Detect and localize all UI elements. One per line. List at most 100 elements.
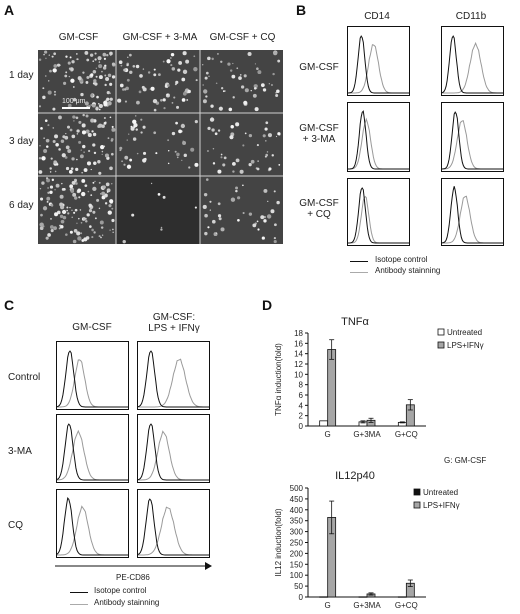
micrograph-grid (38, 50, 283, 244)
micrograph-cell (54, 134, 59, 139)
micrograph-cell (273, 239, 277, 244)
micrograph-cell (69, 230, 73, 234)
micrograph-cell (82, 71, 85, 74)
micrograph-cell (62, 215, 67, 220)
micrograph-cell (208, 75, 210, 78)
micrograph-cell (256, 144, 259, 147)
micrograph-cell (98, 103, 103, 109)
micrograph-cell (84, 51, 89, 55)
micrograph-cell (101, 150, 104, 153)
micrograph-cell (202, 84, 204, 86)
micrograph-cell (160, 99, 163, 102)
micrograph-tile (200, 176, 283, 244)
micrograph-cell (162, 60, 165, 63)
micrograph-cell (135, 64, 140, 69)
micrograph-cell (244, 132, 247, 135)
micrograph-cell (126, 78, 130, 82)
micrograph-cell (124, 100, 128, 103)
micrograph-cell (79, 209, 82, 211)
micrograph-cell (49, 190, 53, 194)
micrograph-cell (103, 193, 108, 198)
micrograph-cell (66, 125, 71, 129)
micrograph-cell (58, 115, 62, 120)
micrograph-cell (110, 152, 114, 156)
micrograph-cell (72, 115, 76, 119)
micrograph-cell (224, 90, 226, 92)
panel-b-row-label: GM-CSF (299, 62, 339, 73)
micrograph-cell (85, 129, 90, 134)
micrograph-cell (202, 64, 204, 66)
micrograph-cell (42, 206, 48, 211)
micrograph-cell (49, 185, 54, 189)
micrograph-cell (262, 134, 266, 138)
micrograph-cell (136, 100, 140, 105)
legend-b-isotype-label: Isotope control (375, 255, 428, 264)
isotype-curve (442, 186, 503, 244)
micrograph-cell (109, 199, 114, 204)
legend-label: Untreated (447, 328, 482, 337)
micrograph-cell (181, 98, 186, 102)
micrograph-cell (218, 217, 222, 221)
antibody-curve (442, 41, 503, 94)
isotype-curve (138, 423, 209, 481)
micrograph-cell (176, 156, 179, 159)
micrograph-cell (71, 216, 73, 218)
micrograph-cell (217, 214, 222, 218)
micrograph-cell (120, 64, 123, 67)
micrograph-cell (178, 129, 182, 134)
micrograph-cell (206, 149, 209, 153)
micrograph-cell (155, 152, 158, 155)
micrograph-cell (92, 60, 95, 62)
micrograph-cell (49, 171, 52, 173)
micrograph-cell (54, 170, 57, 173)
micrograph-cell (135, 115, 137, 117)
micrograph-cell (59, 194, 64, 199)
panel-b-row-label: GM-CSF + CQ (299, 198, 339, 220)
micrograph-cell (142, 151, 147, 155)
micrograph-cell (185, 59, 190, 64)
micrograph-cell (86, 75, 90, 79)
micrograph-cell (166, 93, 169, 96)
micrograph-cell (58, 227, 61, 230)
micrograph-cell (127, 56, 129, 58)
micrograph-cell (45, 236, 49, 240)
micrograph-cell (212, 162, 216, 165)
legend-label: LPS+IFNγ (423, 501, 460, 510)
micrograph-cell (204, 213, 208, 218)
legend-b-isotype-swatch (350, 261, 368, 262)
micrograph-cell (242, 184, 244, 187)
micrograph-cell (209, 209, 211, 211)
micrograph-cell (81, 130, 87, 135)
bar (358, 596, 368, 598)
micrograph-cell (111, 127, 116, 132)
micrograph-cell (263, 188, 268, 193)
micrograph-cell (257, 228, 260, 231)
micrograph-cell (163, 107, 166, 110)
micrograph-cell (101, 70, 103, 73)
micrograph-cell (82, 144, 86, 149)
micrograph-cell (53, 93, 57, 96)
micrograph-cell (104, 83, 107, 87)
micrograph-cell (235, 122, 240, 127)
micrograph-cell (93, 231, 96, 234)
micrograph-cell (237, 218, 240, 222)
micrograph-cell (84, 184, 88, 188)
micrograph-cell (205, 95, 208, 98)
micrograph-cell (50, 203, 54, 207)
micrograph-cell (86, 213, 90, 217)
micrograph-cell (65, 233, 68, 236)
micrograph-cell (171, 67, 176, 71)
isotype-curve (348, 187, 409, 244)
micrograph-cell (128, 133, 130, 135)
micrograph-cell (62, 135, 66, 139)
micrograph-cell (100, 236, 102, 239)
micrograph-cell (111, 218, 115, 223)
micrograph-cell (133, 122, 138, 128)
micrograph-cell (99, 220, 104, 225)
y-tick-label: 150 (290, 560, 304, 569)
y-tick-label: 12 (294, 360, 303, 369)
panel-c-xlabel: PE-CD86 (116, 573, 150, 582)
micrograph-cell (271, 154, 274, 157)
panel-a-col-header: GM-CSF + CQ (209, 32, 276, 43)
micrograph-cell (111, 125, 114, 128)
